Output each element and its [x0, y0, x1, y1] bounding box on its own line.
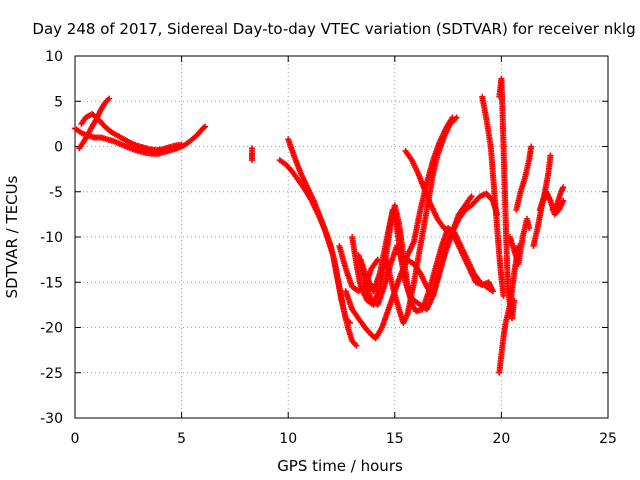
data-point: [511, 297, 518, 304]
y-tick-label: -15: [40, 275, 63, 291]
y-tick-label: 5: [54, 94, 63, 110]
x-tick-label: 20: [492, 431, 510, 447]
x-tick-label: 0: [71, 431, 80, 447]
data-point: [178, 141, 185, 148]
x-tick-label: 5: [177, 431, 186, 447]
data-point: [353, 342, 360, 349]
x-tick-label: 25: [599, 431, 617, 447]
data-point: [547, 152, 554, 159]
data-point: [248, 157, 255, 164]
grid: [75, 56, 608, 418]
y-tick-label: 10: [45, 49, 63, 65]
y-tick-label: -25: [40, 366, 63, 382]
data-point: [106, 95, 113, 102]
data-point: [468, 193, 475, 200]
y-axis-title: SDTVAR / TECUs: [3, 175, 21, 298]
data-point: [526, 224, 533, 231]
y-tick-label: -20: [40, 321, 63, 337]
data-point: [449, 114, 456, 121]
x-tick-label: 10: [279, 431, 297, 447]
x-axis-title: GPS time / hours: [277, 457, 403, 475]
data-point: [200, 124, 207, 131]
axis-ticks: 0 5 10 15 20 25 -30 -25 -20 -15 -10 -5 0 5 10: [40, 49, 617, 447]
data-series: [72, 75, 567, 376]
y-tick-label: 0: [54, 140, 63, 156]
data-point: [560, 184, 567, 191]
y-tick-label: -5: [49, 185, 63, 201]
y-tick-label: -10: [40, 230, 63, 246]
chart-title: Day 248 of 2017, Sidereal Day-to-day VTE…: [32, 20, 635, 38]
data-point: [500, 292, 507, 299]
y-tick-label: -30: [40, 411, 63, 427]
plot-frame: [74, 55, 609, 419]
x-tick-label: 15: [386, 431, 404, 447]
data-point: [528, 143, 535, 150]
data-point: [347, 319, 354, 326]
data-point: [374, 256, 381, 263]
data-point: [202, 123, 209, 130]
data-point: [489, 288, 496, 295]
